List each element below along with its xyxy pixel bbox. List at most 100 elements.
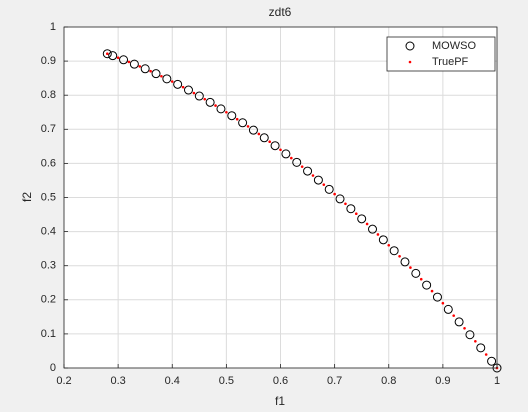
point (441, 301, 445, 305)
point (365, 222, 369, 226)
x-tick-label: 1 (494, 375, 500, 387)
y-axis-label: f2 (20, 192, 34, 202)
point (474, 339, 477, 343)
point (292, 157, 302, 167)
y-tick-label: 0.5 (41, 191, 56, 203)
x-tick-label: 0.5 (219, 375, 234, 387)
x-tick-label: 0.7 (327, 375, 342, 387)
point (484, 353, 488, 356)
point (333, 192, 336, 196)
point (430, 289, 434, 293)
point (194, 91, 204, 101)
point (376, 233, 380, 236)
point (452, 314, 456, 317)
point (476, 343, 486, 353)
point (257, 132, 261, 136)
point (162, 74, 172, 84)
point (216, 104, 226, 114)
point (335, 194, 345, 204)
point (149, 69, 152, 73)
point (313, 175, 323, 185)
point (151, 69, 161, 79)
point (398, 254, 401, 258)
point (432, 292, 442, 302)
point (129, 59, 139, 69)
point (344, 202, 347, 206)
point (368, 224, 378, 234)
point (259, 133, 269, 143)
chart-title: zdt6 (269, 5, 292, 19)
point (409, 266, 412, 269)
point (454, 317, 464, 327)
y-tick-label: 0.2 (41, 294, 56, 306)
point (227, 111, 237, 121)
point (106, 52, 109, 56)
point (354, 212, 358, 216)
point (422, 280, 432, 290)
point (235, 117, 239, 121)
point (322, 183, 326, 186)
point (279, 148, 282, 152)
y-tick-label: 0.1 (41, 328, 56, 340)
point (281, 149, 291, 159)
x-tick-label: 0.6 (273, 375, 288, 387)
x-tick-label: 0.8 (381, 375, 396, 387)
point (324, 184, 334, 194)
point (463, 327, 466, 330)
legend-marker (405, 41, 415, 51)
point (170, 80, 174, 83)
point (127, 60, 131, 64)
point (102, 49, 112, 59)
point (225, 110, 228, 114)
point (419, 277, 423, 281)
point (487, 356, 497, 366)
point (270, 141, 280, 151)
point (387, 243, 391, 247)
point (138, 65, 142, 68)
point (465, 330, 475, 340)
x-tick-label: 0.3 (110, 375, 125, 387)
x-tick-label: 0.4 (165, 375, 180, 387)
legend-box (386, 36, 496, 72)
point (160, 74, 163, 78)
point (248, 125, 258, 135)
y-tick-label: 0.6 (41, 157, 56, 169)
point (238, 118, 248, 128)
legend-label: TruePF (432, 56, 469, 68)
point (119, 55, 129, 65)
y-tick-label: 0.7 (41, 123, 56, 135)
point (268, 140, 271, 144)
point (411, 268, 421, 278)
point (183, 85, 193, 95)
point (181, 85, 185, 89)
point (346, 204, 356, 214)
point (192, 91, 196, 95)
point (116, 56, 120, 59)
point (205, 97, 215, 107)
y-tick-label: 0.8 (41, 89, 56, 101)
point (378, 235, 388, 245)
point (357, 214, 367, 224)
y-tick-label: 0.9 (41, 55, 56, 67)
point (443, 304, 453, 314)
point (140, 64, 150, 74)
legend-label: MOWSO (432, 40, 476, 52)
y-tick-label: 0.3 (41, 260, 56, 272)
point (108, 51, 118, 61)
marks (102, 49, 502, 373)
point (400, 257, 410, 267)
point (203, 97, 207, 101)
point (290, 156, 293, 160)
point (173, 79, 183, 89)
point (389, 246, 399, 256)
point (214, 104, 217, 107)
x-tick-label: 0.2 (56, 375, 71, 387)
point (300, 165, 304, 168)
y-tick-label: 0 (50, 362, 56, 374)
legend-marker (408, 60, 412, 64)
y-tick-label: 0.4 (41, 226, 56, 238)
x-tick-label: 0.9 (435, 375, 450, 387)
point (246, 125, 250, 128)
